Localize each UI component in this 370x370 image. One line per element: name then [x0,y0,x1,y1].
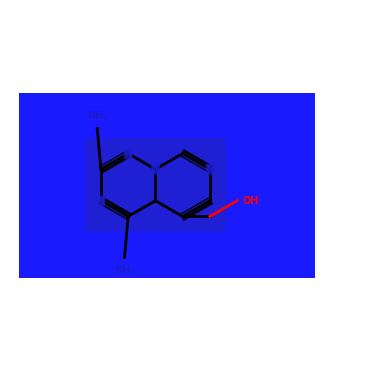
Bar [85,138,226,232]
Text: N: N [206,165,213,174]
Bar [18,92,314,278]
Text: N: N [97,196,104,205]
Text: NH₂: NH₂ [114,265,135,275]
Text: OH: OH [243,196,259,206]
Text: N: N [125,149,132,158]
Text: NH₂: NH₂ [87,111,107,121]
Text: N: N [152,165,159,174]
